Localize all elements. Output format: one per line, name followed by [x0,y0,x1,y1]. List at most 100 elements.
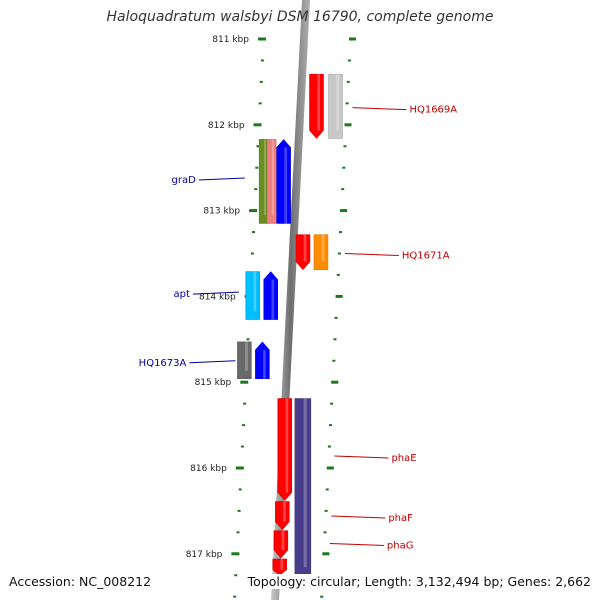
tick-label: 815 kbp [195,378,232,388]
feature-layer [237,73,343,576]
gene-feature-highlight [281,530,285,551]
gene-feature-HQ1669A-b [328,73,343,139]
gene-feature-purple [294,398,312,576]
genome-summary-text: Topology: circular; Length: 3,132,494 bp… [243,574,591,589]
minor-tick-right [337,252,341,255]
tick-label: 812 kbp [208,121,245,131]
gene-feature-highlight [317,74,321,131]
minor-tick-left [238,488,242,491]
gene-feature-highlight [264,139,266,216]
minor-tick-right [336,273,340,276]
minor-tick-right [325,488,329,491]
minor-tick-right [342,166,346,169]
gene-feature-graD-a [258,139,269,224]
gene-feature-HQ1671A-b [313,234,329,271]
minor-tick-left [255,166,259,169]
minor-tick-left [246,338,250,341]
minor-tick-left [250,252,254,255]
minor-tick-right [347,59,351,62]
gene-label: HQ1671A [402,251,450,262]
minor-tick-left [242,424,246,427]
gene-label: phaE [391,453,416,464]
gene-label: HQ1673A [139,358,187,369]
minor-tick-right [323,531,327,534]
gene-feature-HQ1673A-a [237,341,252,380]
minor-tick-left [243,402,247,405]
major-tick-right [322,552,330,556]
tick-layer: 811 kbp 812 kbp 813 kbp 814 kbp 815 kbp 816 k… [186,35,356,560]
major-tick-left [240,380,249,384]
gene-label-leader [189,360,236,364]
gene-feature-highlight [245,341,248,371]
major-tick-right [340,209,348,213]
gene-label: phaG [387,541,414,552]
gene-feature-phaF [275,501,290,531]
minor-tick-left [256,145,260,148]
major-tick-right [335,294,343,298]
gene-feature-highlight [263,349,266,379]
gene-label-leader [352,107,407,111]
minor-tick-left [259,80,263,83]
gene-feature-highlight [272,139,274,216]
accession-text: Accession: NC_008212 [9,574,152,589]
gene-feature-HQ1673A-b [255,341,270,380]
tick-label: 811 kbp [212,35,249,45]
tick-label: 816 kbp [190,464,227,474]
gene-feature-phaE [277,398,293,501]
gene-feature-highlight [336,74,340,131]
gene-feature-apt-a [245,271,260,320]
minor-tick-right [324,509,328,512]
minor-tick-right [346,80,350,83]
gene-feature-HQ1671A-a [295,234,311,271]
gene-feature-highlight [253,271,257,312]
minor-tick-right [329,424,333,427]
minor-tick-left [234,574,238,577]
gene-feature-HQ1669A-a [309,73,324,139]
major-tick-left [257,37,266,41]
minor-tick-left [236,531,240,534]
minor-tick-left [240,445,244,448]
gene-feature-tail-red [272,558,287,576]
gene-feature-highlight [284,147,288,224]
gene-feature-highlight [280,558,284,570]
gene-feature-highlight [271,279,275,320]
minor-tick-right [320,595,324,598]
gene-feature-highlight [283,501,286,522]
minor-tick-left [254,188,258,191]
gene-label-leader [329,543,384,547]
gene-feature-highlight [303,398,307,568]
minor-tick-left [260,59,264,62]
major-tick-left [235,466,244,470]
gene-label: graD [172,175,197,186]
minor-tick-right [333,338,337,341]
minor-tick-right [343,145,347,148]
gene-feature-phaG [273,530,289,559]
gene-feature-apt-b [263,271,278,320]
minor-tick-left [252,231,256,234]
major-tick-right [331,380,339,384]
major-tick-right [344,123,352,127]
major-tick-right [326,466,334,470]
gene-label-leader [344,253,399,256]
gene-feature-graD-b [266,139,277,224]
gene-label: apt [174,289,190,300]
gene-feature-highlight [285,398,289,493]
gene-label-leader [198,177,245,181]
minor-tick-right [330,402,334,405]
minor-tick-right [327,445,331,448]
gene-label-layer: HQ1669A graD HQ1671A apt HQ1673A phaE phaF phaG [139,105,458,552]
minor-tick-right [334,316,338,319]
minor-tick-right [341,188,345,191]
major-tick-left [231,552,240,556]
gene-label: HQ1669A [409,105,457,116]
gene-feature-graD-c [276,139,291,224]
gene-label-leader [334,455,389,459]
major-tick-left [249,209,258,213]
major-tick-right [348,37,356,41]
minor-tick-right [339,231,343,234]
tick-label: 813 kbp [203,207,240,217]
minor-tick-left [258,102,262,105]
minor-tick-right [345,102,349,105]
